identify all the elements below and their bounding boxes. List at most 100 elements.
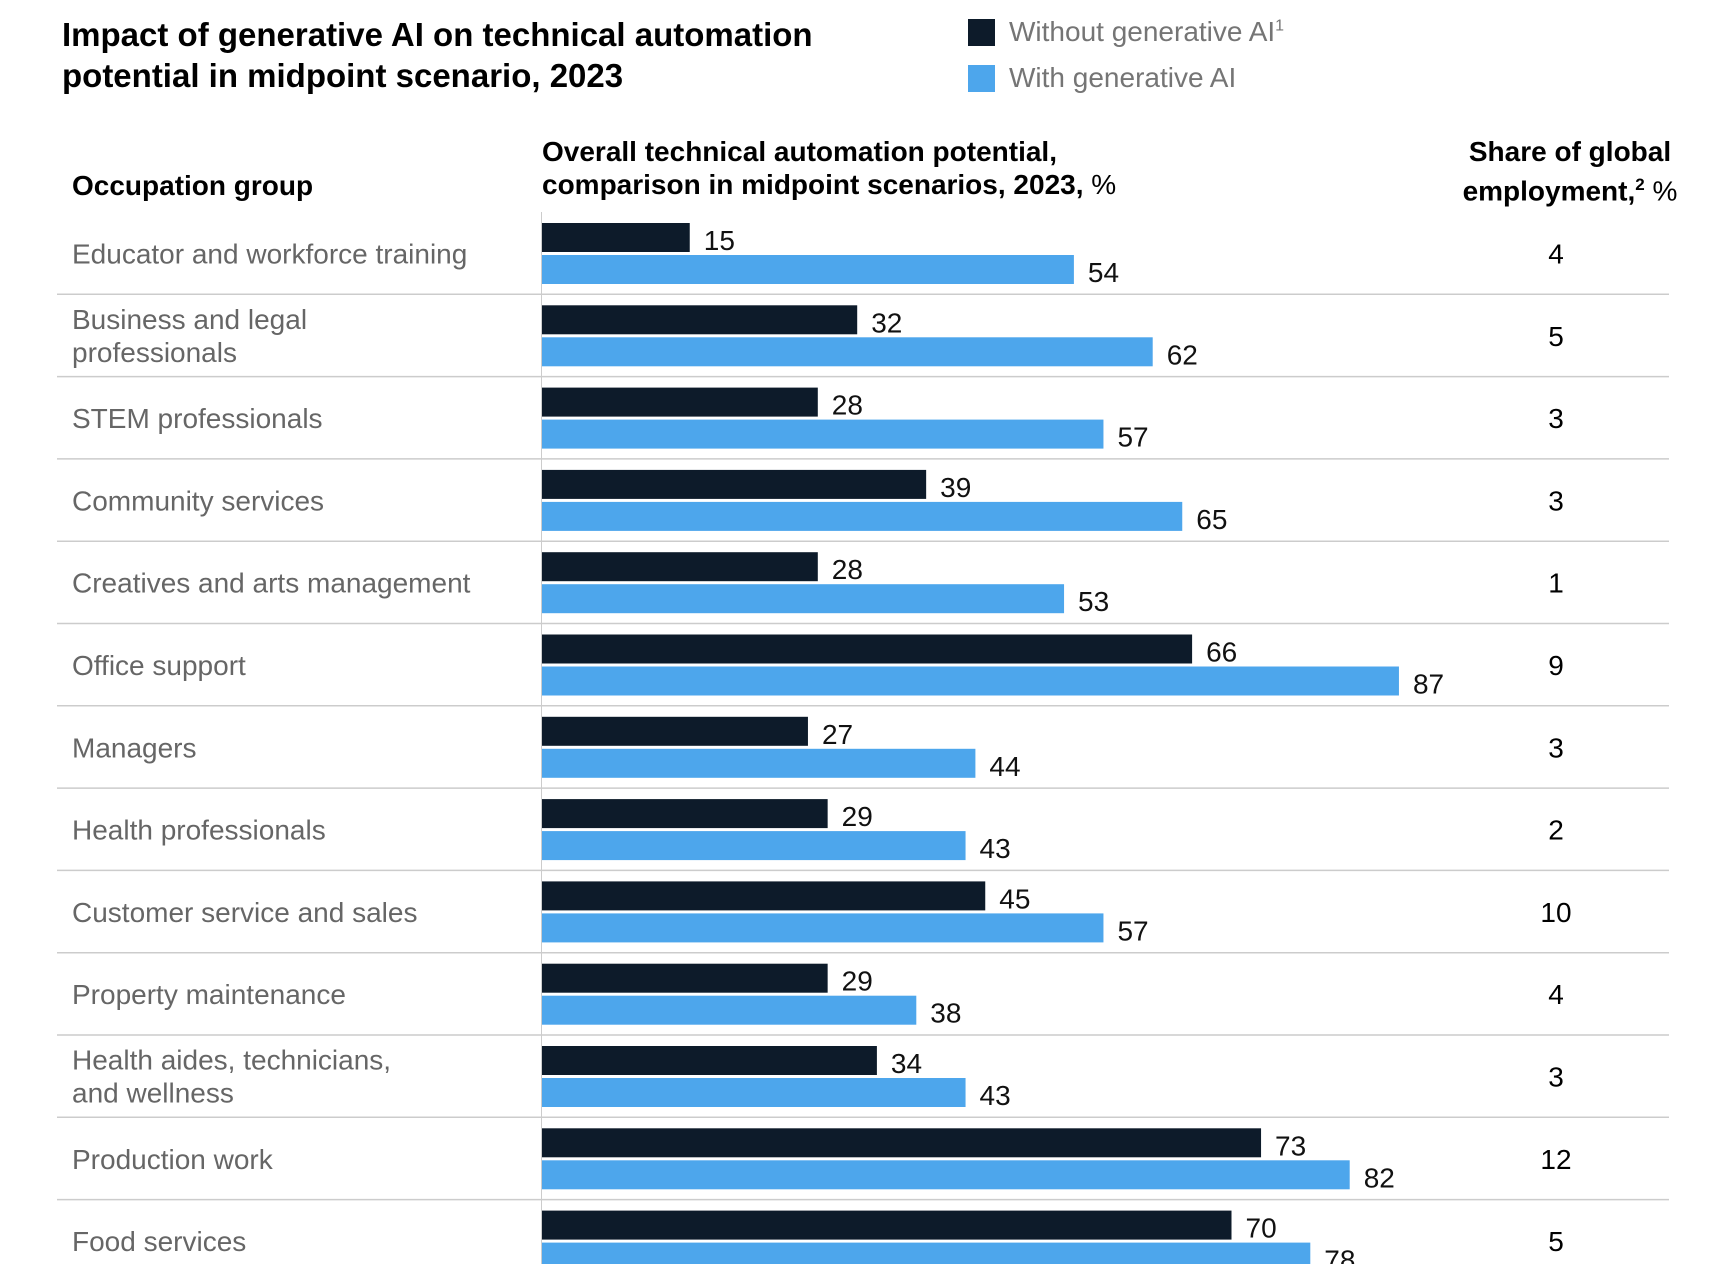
chart-title: Impact of generative AI on technical aut… — [62, 16, 813, 94]
share-value: 3 — [1548, 403, 1564, 434]
bar-with-gen-ai — [542, 913, 1104, 943]
value-label-without: 29 — [842, 966, 873, 997]
legend-swatch-without — [968, 18, 995, 46]
value-label-without: 66 — [1206, 637, 1237, 668]
automation-header-unit: % — [1083, 169, 1117, 200]
occupation-label: Educator and workforce training — [72, 239, 467, 270]
share-header-unit: % — [1644, 175, 1678, 207]
bar-with-gen-ai — [542, 831, 966, 861]
bar-without-gen-ai — [542, 305, 858, 335]
column-header-automation: Overall technical automation potential, … — [542, 135, 1242, 201]
value-label-with: 43 — [980, 1080, 1011, 1111]
value-label-with: 87 — [1413, 669, 1444, 700]
bar-without-gen-ai — [542, 223, 690, 252]
bar-with-gen-ai — [542, 501, 1183, 531]
share-header-line2: employment,2 % — [1440, 168, 1700, 207]
bar-without-gen-ai — [542, 881, 986, 911]
bar-without-gen-ai — [542, 634, 1193, 664]
value-label-with: 57 — [1117, 915, 1148, 946]
share-value: 5 — [1548, 1226, 1564, 1257]
occupation-label: Business and legal professionals — [72, 304, 307, 368]
occupation-label: Office support — [72, 650, 246, 681]
bar-with-gen-ai — [542, 1160, 1350, 1190]
share-value: 9 — [1548, 650, 1564, 681]
legend-label-without: Without generative AI1 — [1009, 16, 1284, 48]
column-header-occupation: Occupation group — [72, 170, 314, 201]
occupation-label: Health aides, technicians, and wellness — [72, 1045, 391, 1109]
legend: Without generative AI1 With generative A… — [968, 14, 1284, 106]
occupation-label: Property maintenance — [72, 979, 346, 1010]
occupation-label-line: professionals — [72, 337, 237, 368]
value-label-with: 82 — [1364, 1162, 1395, 1193]
legend-item-with: With generative AI — [968, 60, 1284, 96]
occupation-label: STEM professionals — [72, 403, 323, 434]
value-label-without: 28 — [832, 554, 863, 585]
value-label-without: 73 — [1275, 1130, 1306, 1161]
share-value: 12 — [1540, 1144, 1571, 1175]
bar-without-gen-ai — [542, 963, 828, 993]
share-value: 3 — [1548, 732, 1564, 763]
value-label-without: 45 — [999, 883, 1030, 914]
automation-header-line2: comparison in midpoint scenarios, 2023, … — [542, 168, 1242, 201]
occupation-label: Customer service and sales — [72, 897, 417, 928]
value-label-with: 78 — [1324, 1245, 1355, 1264]
bar-with-gen-ai — [542, 995, 917, 1025]
value-label-with: 65 — [1196, 504, 1227, 535]
value-label-without: 28 — [832, 390, 863, 421]
bar-without-gen-ai — [542, 387, 818, 417]
occupation-label-line: and wellness — [72, 1078, 234, 1109]
occupation-label: Production work — [72, 1144, 274, 1175]
share-value: 5 — [1548, 321, 1564, 352]
share-header-footnote-2: 2 — [1635, 175, 1645, 194]
share-value: 1 — [1548, 568, 1564, 599]
column-header-share: Share of global employment,2 % — [1440, 135, 1700, 207]
share-value: 4 — [1548, 979, 1564, 1010]
share-value: 3 — [1548, 1062, 1564, 1093]
value-label-with: 53 — [1078, 586, 1109, 617]
automation-header-line2-text: comparison in midpoint scenarios, 2023, — [542, 169, 1084, 200]
legend-footnote-1: 1 — [1275, 17, 1285, 35]
share-value: 10 — [1540, 897, 1571, 928]
value-label-without: 39 — [940, 472, 971, 503]
legend-text-without: Without generative AI — [1009, 16, 1276, 47]
bar-without-gen-ai — [542, 1210, 1232, 1240]
occupation-label: Creatives and arts management — [72, 568, 471, 599]
bar-with-gen-ai — [542, 584, 1065, 614]
share-header-line1: Share of global — [1468, 136, 1672, 167]
value-label-without: 29 — [842, 801, 873, 832]
legend-swatch-with — [968, 64, 995, 92]
bar-with-gen-ai — [542, 419, 1104, 449]
share-header-line2-text: employment, — [1462, 175, 1636, 207]
value-label-without: 34 — [891, 1048, 922, 1079]
share-value: 2 — [1548, 815, 1564, 846]
value-label-without: 15 — [704, 225, 735, 256]
bar-with-gen-ai — [542, 748, 976, 778]
value-label-without: 27 — [822, 719, 853, 750]
value-label-with: 44 — [989, 751, 1020, 782]
share-value: 4 — [1548, 239, 1564, 270]
bar-without-gen-ai — [542, 1128, 1262, 1158]
bar-with-gen-ai — [542, 666, 1399, 696]
occupation-label-line: Health aides, technicians, — [72, 1045, 391, 1076]
value-label-with: 43 — [980, 833, 1011, 864]
value-label-without: 70 — [1246, 1213, 1277, 1244]
occupation-label: Health professionals — [72, 815, 326, 846]
legend-item-without: Without generative AI1 — [968, 14, 1284, 50]
legend-label-with: With generative AI — [1009, 62, 1237, 93]
occupation-label: Food services — [72, 1226, 246, 1257]
value-label-with: 54 — [1088, 257, 1119, 288]
bar-without-gen-ai — [542, 799, 828, 829]
bar-with-gen-ai — [542, 337, 1153, 367]
bar-with-gen-ai — [542, 1242, 1311, 1264]
occupation-label: Community services — [72, 485, 324, 516]
automation-header-line1: Overall technical automation potential, — [542, 136, 1057, 167]
bar-without-gen-ai — [542, 552, 818, 582]
bar-without-gen-ai — [542, 469, 927, 499]
value-label-with: 57 — [1117, 422, 1148, 453]
value-label-without: 32 — [871, 307, 902, 338]
occupation-label-line: Business and legal — [72, 304, 307, 335]
value-label-with: 62 — [1167, 339, 1198, 370]
share-value: 3 — [1548, 485, 1564, 516]
value-label-with: 38 — [930, 998, 961, 1029]
